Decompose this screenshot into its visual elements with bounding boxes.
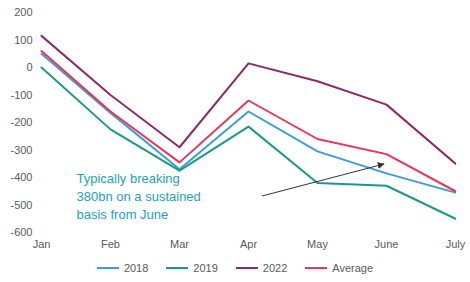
svg-text:-100: -100 [10,89,32,101]
svg-text:Apr: Apr [240,238,257,250]
html-text:2019: 2019 [193,262,218,274]
svg-text:-500: -500 [10,199,32,211]
svg-text:-200: -200 [10,116,32,128]
svg-text:June: June [375,238,399,250]
svg-text:200: 200 [14,6,32,18]
html-text:2018: 2018 [123,262,149,274]
svg-text:Typically breaking380bn on a s: Typically breaking380bn on a sustainedba… [77,171,201,221]
svg-text:Mar: Mar [170,238,189,250]
html-text:2022: 2022 [262,262,288,274]
svg-text:July: July [446,238,466,250]
svg-text:-400: -400 [10,171,32,183]
svg-text:100: 100 [14,34,32,46]
svg-text:Feb: Feb [101,238,120,250]
svg-text:0: 0 [26,61,32,73]
html-text:Average: Average [332,262,374,274]
svg-text:-600: -600 [10,226,32,238]
svg-text:May: May [307,238,328,250]
svg-text:Jan: Jan [33,238,51,250]
svg-text:-300: -300 [10,144,32,156]
